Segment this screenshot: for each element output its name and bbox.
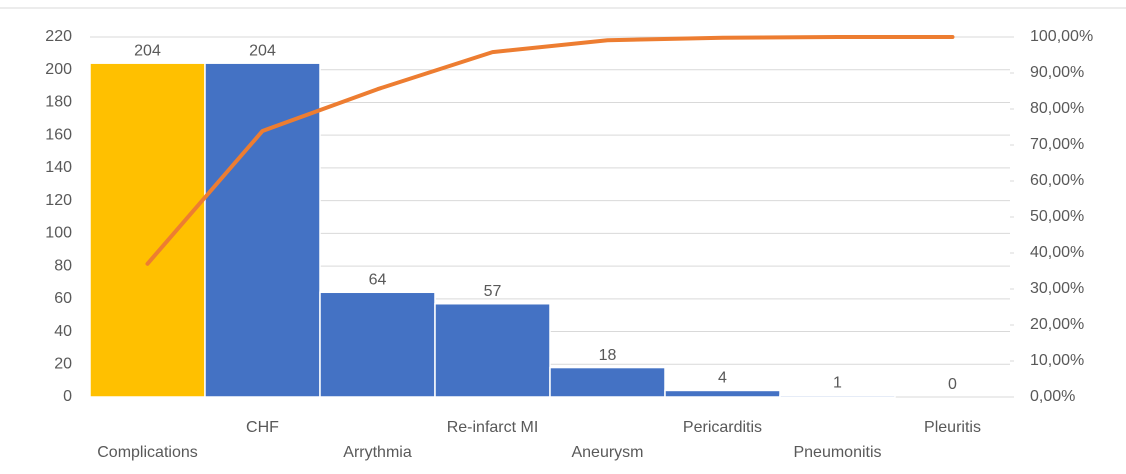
x-tick-label: Complications (97, 444, 197, 461)
y2-tick-label: 30,00% (1030, 280, 1084, 297)
x-tick-label: Arrythmia (343, 444, 412, 461)
y-tick-label: 180 (45, 94, 72, 111)
bar (434, 302, 551, 398)
y2-tick-label: 80,00% (1030, 100, 1084, 117)
y-tick-label: 40 (54, 323, 72, 340)
y2-tick-label: 50,00% (1030, 208, 1084, 225)
y-tick-label: 140 (45, 159, 72, 176)
bar (779, 394, 896, 398)
y-tick-label: 120 (45, 192, 72, 209)
data-label: 204 (249, 42, 276, 59)
y-tick-label: 60 (54, 290, 72, 307)
y2-tick-label: 40,00% (1030, 244, 1084, 261)
bar (204, 62, 321, 398)
x-tick-label: Pleuritis (924, 419, 981, 436)
y2-tick-label: 20,00% (1030, 316, 1084, 333)
x-tick-label: Aneurysm (571, 444, 643, 461)
x-tick-label: Pneumonitis (793, 444, 881, 461)
bar (319, 291, 436, 398)
bar (549, 366, 666, 398)
bar (664, 389, 781, 398)
data-label: 4 (718, 370, 727, 387)
y2-tick-label: 10,00% (1030, 352, 1084, 369)
bar (89, 62, 206, 398)
y-tick-label: 100 (45, 225, 72, 242)
data-label: 1 (833, 375, 842, 392)
x-tick-label: CHF (246, 419, 279, 436)
data-label: 0 (948, 376, 957, 393)
y2-tick-label: 70,00% (1030, 136, 1084, 153)
y-tick-label: 160 (45, 126, 72, 143)
cumulative-line (145, 35, 955, 266)
y-tick-label: 0 (63, 388, 72, 405)
y2-tick-label: 60,00% (1030, 172, 1084, 189)
y2-tick-label: 90,00% (1030, 64, 1084, 81)
data-label: 64 (369, 271, 387, 288)
y-tick-label: 200 (45, 61, 72, 78)
y2-tick-label: 0,00% (1030, 388, 1075, 405)
y-tick-label: 20 (54, 355, 72, 372)
y2-tick-label: 100,00% (1030, 28, 1093, 45)
data-label: 18 (599, 347, 617, 364)
data-label: 57 (484, 283, 502, 300)
y-tick-label: 80 (54, 257, 72, 274)
x-tick-label: Re-infarct MI (447, 419, 539, 436)
data-label: 204 (134, 42, 161, 59)
x-tick-label: Pericarditis (683, 419, 762, 436)
y-tick-label: 220 (45, 28, 72, 45)
